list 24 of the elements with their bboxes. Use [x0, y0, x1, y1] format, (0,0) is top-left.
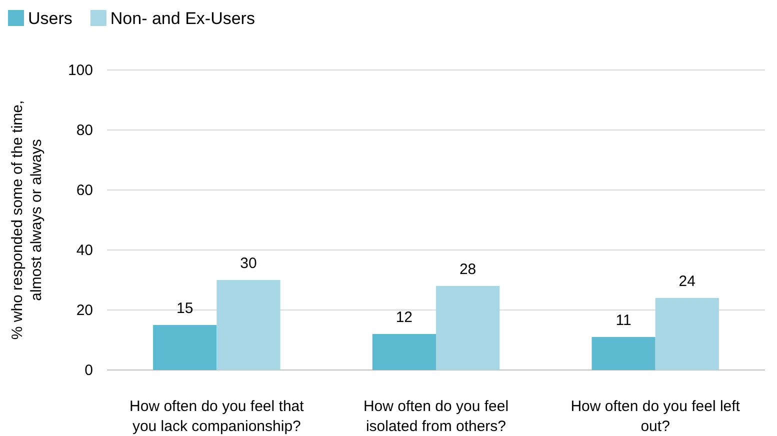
- bar: [216, 280, 280, 370]
- x-tick-label: How often do you feel that you lack companionship?: [130, 398, 305, 435]
- legend-label: Users: [28, 9, 72, 28]
- data-label: 15: [176, 300, 194, 317]
- data-label: 12: [396, 309, 413, 326]
- bar: [655, 298, 719, 370]
- x-tick-label: How often do you feel isolated from others?: [363, 398, 509, 435]
- bar: [153, 325, 217, 370]
- y-tick-label: 80: [76, 122, 93, 139]
- data-label: 11: [616, 312, 632, 329]
- y-tick-label: 100: [68, 62, 93, 79]
- y-tick-label: 0: [84, 362, 93, 379]
- bar: [372, 334, 436, 370]
- y-tick-label: 60: [76, 182, 93, 199]
- y-tick-label: 40: [76, 242, 93, 259]
- data-label: 24: [678, 273, 696, 290]
- bar: [436, 286, 500, 370]
- data-label: 30: [240, 255, 257, 272]
- x-tick-label: How often do you feel left out?: [570, 398, 741, 435]
- legend-label: Non- and Ex-Users: [110, 9, 255, 28]
- data-label: 28: [459, 261, 476, 278]
- y-tick-label: 20: [76, 302, 93, 319]
- bar: [592, 337, 656, 370]
- y-axis-title: % who responded some of the time, almost always or always: [9, 100, 45, 340]
